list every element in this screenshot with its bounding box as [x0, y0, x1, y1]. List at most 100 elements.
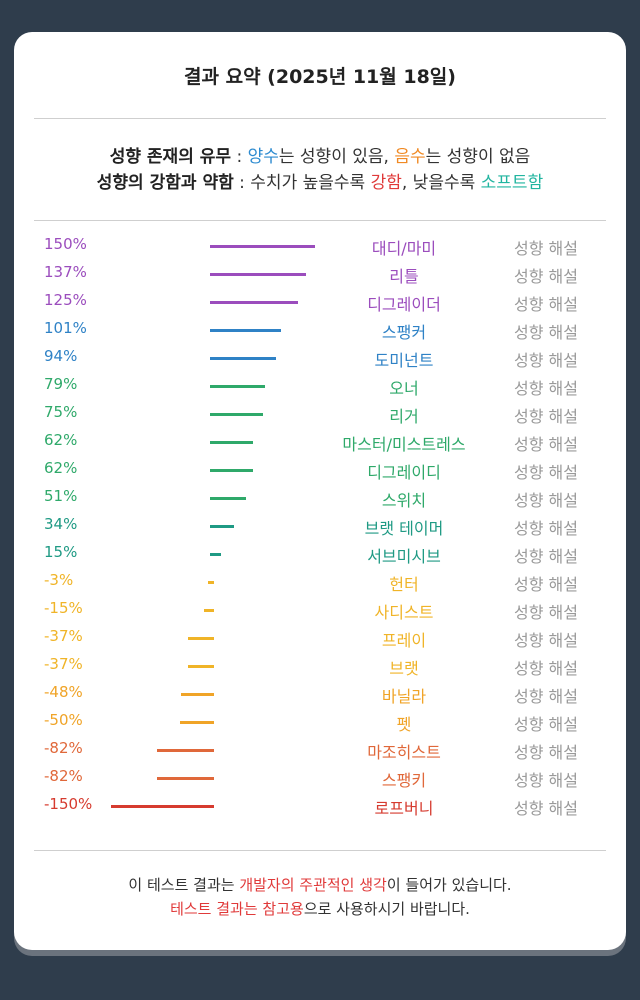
tendency-description-link[interactable]: 성향 해설: [514, 267, 578, 286]
footer-highlight: 개발자의 주관적인 생각: [239, 876, 387, 894]
tendency-name: 마스터/미스트레스: [342, 435, 466, 454]
tendency-name: 브랫: [389, 659, 419, 678]
page-title: 결과 요약 (2025년 11월 18일): [184, 66, 456, 88]
tendency-description-link[interactable]: 성향 해설: [514, 659, 578, 678]
tendency-description-link[interactable]: 성향 해설: [514, 435, 578, 454]
percentage-label: -50%: [44, 711, 83, 729]
tendency-description-link[interactable]: 성향 해설: [514, 743, 578, 762]
tendency-bar: [188, 665, 214, 668]
tendency-name: 펫: [396, 715, 412, 734]
tendency-description-link[interactable]: 성향 해설: [514, 519, 578, 538]
percentage-label: 62%: [44, 431, 78, 449]
tendency-bar: [188, 637, 214, 640]
tendency-name: 스팽커: [381, 323, 427, 342]
legend-separator: :: [233, 173, 251, 193]
result-summary-card: 결과 요약 (2025년 11월 18일) 성향 존재의 유무 : 양수는 성향…: [14, 32, 626, 950]
tendency-bar: [210, 273, 306, 276]
legend-text: 는 성향이 없음: [425, 147, 531, 167]
tendency-description-link[interactable]: 성향 해설: [514, 407, 578, 426]
percentage-label: 94%: [44, 347, 78, 365]
tendency-name: 오너: [389, 379, 419, 398]
tendency-description-link[interactable]: 성향 해설: [514, 351, 578, 370]
mid-divider: [34, 220, 606, 221]
legend-text: , 낮을수록: [401, 173, 481, 193]
tendency-name: 스위치: [381, 491, 427, 510]
tendency-bar: [210, 553, 221, 556]
tendency-description-link[interactable]: 성향 해설: [514, 323, 578, 342]
tendency-row: -82% 마조히스트 성향 해설: [14, 736, 626, 764]
tendency-bar: [210, 301, 298, 304]
tendency-bar: [179, 721, 214, 724]
tendency-row: 15% 서브미시브 성향 해설: [14, 540, 626, 568]
tendency-name: 대디/마미: [371, 239, 437, 258]
percentage-label: 15%: [44, 543, 78, 561]
tendency-name: 헌터: [389, 575, 419, 594]
percentage-label: -37%: [44, 655, 83, 673]
tendency-bar: [210, 413, 263, 416]
tendency-description-link[interactable]: 성향 해설: [514, 631, 578, 650]
tendency-description-link[interactable]: 성향 해설: [514, 715, 578, 734]
tendency-description-link[interactable]: 성향 해설: [514, 547, 578, 566]
tendency-name: 프레이: [381, 631, 427, 650]
tendency-row: 94% 도미넌트 성향 해설: [14, 344, 626, 372]
tendency-description-link[interactable]: 성향 해설: [514, 687, 578, 706]
footer-text: 이 테스트 결과는: [128, 876, 240, 894]
percentage-label: -48%: [44, 683, 83, 701]
tendency-name: 서브미시브: [367, 547, 441, 566]
footer-text: 이 들어가 있습니다.: [386, 876, 512, 894]
percentage-label: 51%: [44, 487, 78, 505]
percentage-label: -82%: [44, 739, 83, 757]
bottom-divider: [34, 850, 606, 851]
percentage-label: 125%: [44, 291, 87, 309]
tendency-row: 101% 스팽커 성향 해설: [14, 316, 626, 344]
tendency-row: -15% 사디스트 성향 해설: [14, 596, 626, 624]
legend-strength-label: 성향의 강함과 약함: [96, 173, 234, 193]
tendency-bar: [110, 805, 214, 808]
tendency-bar: [180, 693, 214, 696]
percentage-label: 62%: [44, 459, 78, 477]
tendency-description-link[interactable]: 성향 해설: [514, 799, 578, 818]
percentage-label: -82%: [44, 767, 83, 785]
tendency-name: 브랫 테이머: [364, 519, 444, 538]
percentage-label: 150%: [44, 235, 87, 253]
tendency-bar: [210, 469, 254, 472]
tendency-row: 75% 리거 성향 해설: [14, 400, 626, 428]
tendency-bar: [157, 777, 214, 780]
tendency-description-link[interactable]: 성향 해설: [514, 379, 578, 398]
tendency-description-link[interactable]: 성향 해설: [514, 239, 578, 258]
tendency-row: -150% 로프버니 성향 해설: [14, 792, 626, 820]
percentage-label: 34%: [44, 515, 78, 533]
tendency-row: -37% 브랫 성향 해설: [14, 652, 626, 680]
footer-text: 으로 사용하시기 바랍니다.: [303, 900, 470, 918]
percentage-label: 137%: [44, 263, 87, 281]
tendency-description-link[interactable]: 성향 해설: [514, 295, 578, 314]
percentage-label: 79%: [44, 375, 78, 393]
legend-strong: 강함: [370, 173, 402, 193]
percentage-label: -37%: [44, 627, 83, 645]
legend-separator: :: [231, 147, 248, 167]
tendency-row: -37% 프레이 성향 해설: [14, 624, 626, 652]
tendency-name: 리거: [389, 407, 419, 426]
tendency-row: 34% 브랫 테이머 성향 해설: [14, 512, 626, 540]
tendency-bar: [210, 497, 246, 500]
tendency-description-link[interactable]: 성향 해설: [514, 491, 578, 510]
tendency-name: 바닐라: [381, 687, 427, 706]
tendency-description-link[interactable]: 성향 해설: [514, 771, 578, 790]
footer-highlight: 테스트 결과는 참고용: [170, 900, 304, 918]
percentage-label: 101%: [44, 319, 87, 337]
tendency-row: 51% 스위치 성향 해설: [14, 484, 626, 512]
tendency-row: -3% 헌터 성향 해설: [14, 568, 626, 596]
legend-text: 수치가 높을수록: [250, 173, 371, 193]
tendency-bar: [210, 525, 234, 528]
tendency-row: -50% 펫 성향 해설: [14, 708, 626, 736]
tendency-description-link[interactable]: 성향 해설: [514, 463, 578, 482]
top-divider: [34, 118, 606, 119]
tendency-row: 137% 리틀 성향 해설: [14, 260, 626, 288]
tendency-name: 마조히스트: [367, 743, 441, 762]
tendency-description-link[interactable]: 성향 해설: [514, 575, 578, 594]
legend-soft: 소프트함: [480, 173, 544, 193]
tendency-description-link[interactable]: 성향 해설: [514, 603, 578, 622]
tendency-bar: [203, 609, 214, 612]
tendency-bar: [210, 385, 266, 388]
legend-existence-label: 성향 존재의 유무: [109, 147, 232, 167]
